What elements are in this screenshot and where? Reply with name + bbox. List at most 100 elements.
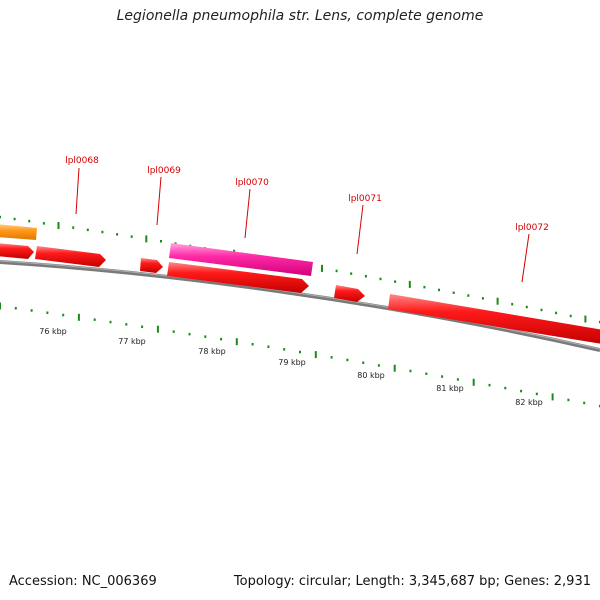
minor-tick <box>350 272 353 275</box>
ruler-label-82: 82 kbp <box>515 398 543 407</box>
minor-tick <box>456 378 459 381</box>
minor-tick <box>141 325 144 328</box>
gene-orange <box>0 224 37 240</box>
ruler-label-78: 78 kbp <box>198 347 226 356</box>
minor-tick <box>423 285 426 289</box>
minor-tick <box>116 233 119 236</box>
minor-tick <box>283 348 286 351</box>
major-tick <box>321 264 323 272</box>
ruler-label-81: 81 kbp <box>436 384 464 393</box>
ruler-label-80: 80 kbp <box>357 371 385 380</box>
minor-tick <box>409 369 412 373</box>
major-tick <box>584 315 587 323</box>
genome-backbone <box>0 260 600 352</box>
minor-tick <box>438 288 440 292</box>
minor-tick <box>441 375 444 378</box>
ruler-label-76: 76 kbp <box>39 327 67 336</box>
outer-tick-ring <box>0 215 600 324</box>
minor-tick <box>130 235 133 238</box>
major-tick <box>235 338 238 346</box>
leader-lpl0072 <box>521 233 530 283</box>
major-tick <box>496 297 499 305</box>
minor-tick <box>46 311 49 314</box>
major-tick <box>393 364 396 372</box>
minor-tick <box>172 330 175 333</box>
major-tick <box>156 325 159 333</box>
minor-tick <box>481 297 484 300</box>
minor-tick <box>377 364 380 367</box>
minor-tick <box>174 242 177 245</box>
minor-tick <box>30 309 33 312</box>
genome-summary-text: Topology: circular; Length: 3,345,687 bp… <box>233 574 591 589</box>
major-tick <box>0 302 1 310</box>
major-tick <box>57 222 60 229</box>
gene-label-lpl0070: lpl0070 <box>235 178 269 188</box>
minor-tick <box>42 222 45 225</box>
ruler-label-77: 77 kbp <box>118 337 146 346</box>
minor-tick <box>569 314 572 318</box>
leader-lpl0069 <box>156 176 162 226</box>
minor-tick <box>125 323 128 326</box>
minor-tick <box>86 228 89 232</box>
minor-tick <box>109 320 112 324</box>
gene-pink-lpl0070 <box>169 243 313 276</box>
leader-lpl0071 <box>356 204 364 255</box>
genome-title: Legionella pneumophila str. Lens, comple… <box>116 8 484 24</box>
minor-tick <box>93 318 96 321</box>
minor-tick <box>535 392 538 396</box>
gene-red-lpl0070b <box>167 262 309 293</box>
minor-tick <box>0 215 1 219</box>
gene-label-lpl0069: lpl0069 <box>147 166 181 176</box>
minor-tick <box>62 313 65 317</box>
minor-tick <box>555 311 558 315</box>
minor-tick <box>251 343 254 346</box>
minor-tick <box>425 372 428 375</box>
minor-tick <box>520 389 523 393</box>
gene-label-lpl0068: lpl0068 <box>65 156 99 166</box>
major-tick <box>145 235 148 243</box>
minor-tick <box>379 277 382 281</box>
minor-tick <box>299 350 301 354</box>
minor-tick <box>188 332 191 336</box>
ruler-label-79: 79 kbp <box>278 358 306 367</box>
minor-tick <box>452 291 455 294</box>
gene-red-1 <box>0 243 34 259</box>
genome-backbone-highlight <box>0 260 600 350</box>
minor-tick <box>330 356 333 359</box>
minor-tick <box>364 275 367 278</box>
minor-tick <box>101 230 104 234</box>
minor-tick <box>267 345 270 348</box>
minor-tick <box>488 383 491 387</box>
major-tick <box>551 393 554 401</box>
accession-text: Accession: NC_006369 <box>9 574 157 589</box>
leader-lpl0068 <box>75 167 80 215</box>
gene-red-lpl0071 <box>334 285 365 302</box>
leader-lpl0070 <box>244 188 251 239</box>
minor-tick <box>28 219 31 223</box>
minor-tick <box>394 280 397 283</box>
minor-tick <box>567 398 570 402</box>
minor-tick <box>504 386 507 390</box>
minor-tick <box>72 226 75 229</box>
major-tick <box>77 313 80 321</box>
minor-tick <box>346 358 349 362</box>
minor-tick <box>362 361 365 364</box>
minor-tick <box>13 217 16 221</box>
major-tick <box>314 351 317 359</box>
gene-red-lpl0068 <box>35 246 106 267</box>
minor-tick <box>204 335 207 338</box>
minor-tick <box>467 294 470 297</box>
ruler-tick-ring <box>0 302 600 408</box>
minor-tick <box>540 308 543 312</box>
gene-red-lpl0069 <box>140 258 163 273</box>
minor-tick <box>335 269 338 273</box>
major-tick <box>408 280 411 288</box>
minor-tick <box>160 240 162 243</box>
major-tick <box>472 378 475 386</box>
gene-label-lpl0071: lpl0071 <box>348 194 382 204</box>
gene-red-lpl0072 <box>388 294 600 344</box>
minor-tick <box>511 302 514 306</box>
gene-label-lpl0072: lpl0072 <box>515 223 549 233</box>
minor-tick <box>14 307 17 310</box>
